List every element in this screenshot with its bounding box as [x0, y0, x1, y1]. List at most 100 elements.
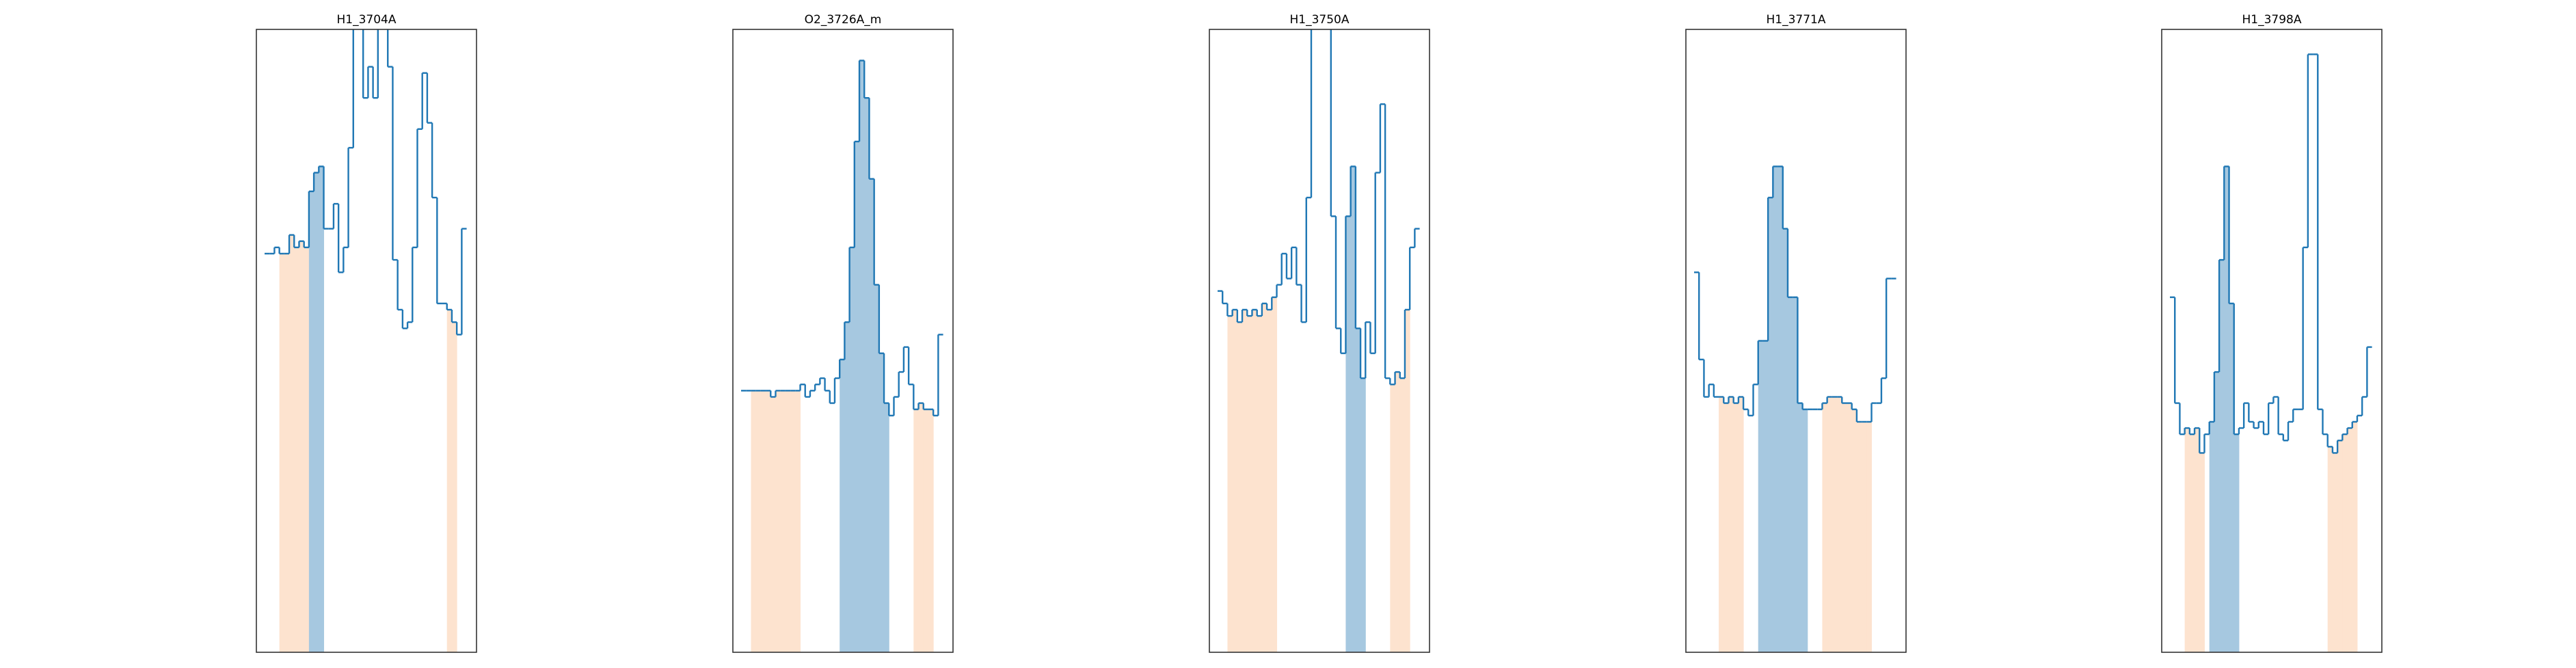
shaded-region	[1237, 322, 1243, 652]
shaded-region	[884, 403, 889, 652]
shaded-region	[849, 247, 855, 652]
shaded-region	[2224, 166, 2230, 652]
shaded-region	[1827, 397, 1833, 652]
shaded-region	[844, 322, 850, 652]
shaded-region	[2209, 421, 2215, 652]
subplot-title: H1_3798A	[2242, 13, 2302, 27]
shaded-region	[1242, 309, 1248, 652]
shaded-region	[1261, 303, 1267, 652]
shaded-region	[1733, 403, 1739, 652]
shaded-region	[2219, 260, 2225, 652]
shaded-region	[2214, 372, 2220, 652]
shaded-region	[785, 390, 791, 652]
shaded-region	[923, 409, 929, 652]
axes-frame	[1685, 29, 1907, 653]
shaded-region	[1866, 421, 1873, 652]
shaded-region	[1399, 378, 1406, 652]
shaded-region	[319, 166, 325, 652]
shaded-region	[294, 247, 299, 652]
subplot: H1_3750A	[1209, 13, 1430, 653]
shaded-region	[755, 390, 762, 652]
plot-area	[1218, 29, 1420, 652]
shaded-region	[1267, 309, 1272, 652]
axes-frame	[256, 29, 477, 653]
subplot-title: H1_3704A	[337, 13, 397, 27]
shaded-region	[760, 390, 766, 652]
shaded-region	[859, 60, 865, 652]
shaded-region	[1768, 197, 1773, 652]
shaded-region	[913, 409, 920, 652]
shaded-region	[1247, 316, 1252, 652]
shaded-region	[874, 284, 880, 652]
shaded-region	[2199, 453, 2205, 652]
shaded-region	[1851, 409, 1857, 652]
shaded-region	[918, 403, 924, 652]
shaded-region	[795, 390, 801, 652]
shaded-region	[2184, 428, 2190, 652]
shaded-region	[1832, 397, 1838, 652]
shaded-region	[878, 353, 885, 652]
shaded-region	[1797, 403, 1803, 652]
shaded-region	[2229, 303, 2235, 652]
shaded-region	[869, 178, 875, 652]
subplot-title: H1_3750A	[1290, 13, 1350, 27]
shaded-region	[1842, 403, 1847, 652]
shaded-region	[308, 191, 314, 652]
shaded-region	[1345, 216, 1352, 652]
shaded-region	[1856, 421, 1862, 652]
shaded-region	[2347, 428, 2353, 652]
shaded-region	[1837, 397, 1842, 652]
plot-area	[2170, 53, 2372, 652]
shaded-region	[770, 397, 776, 652]
shaded-region	[1773, 166, 1779, 652]
shaded-region	[1862, 421, 1867, 652]
shaded-region	[446, 309, 453, 652]
shaded-region	[299, 241, 305, 652]
shaded-region	[1782, 228, 1788, 652]
shaded-region	[1787, 297, 1793, 652]
shaded-region	[1793, 297, 1798, 652]
shaded-region	[1728, 397, 1734, 652]
shaded-region	[1227, 316, 1233, 652]
shaded-region	[1404, 309, 1410, 652]
shaded-region	[289, 235, 295, 652]
shaded-region	[1350, 166, 1356, 652]
shaded-region	[766, 390, 771, 652]
shaded-region	[854, 141, 860, 652]
plot-area	[1694, 165, 1896, 652]
shaded-region	[751, 390, 757, 652]
shaded-region	[1847, 403, 1853, 652]
axes-frame	[2161, 29, 2383, 653]
shaded-region	[780, 390, 786, 652]
shaded-region	[790, 390, 796, 652]
shaded-region	[314, 172, 319, 652]
shaded-region	[2327, 446, 2333, 652]
shaded-region	[1257, 316, 1263, 652]
shaded-region	[1777, 166, 1784, 652]
shaded-region	[1232, 309, 1238, 652]
shaded-region	[1719, 397, 1724, 652]
shaded-region	[1395, 372, 1401, 652]
shaded-region	[2342, 434, 2348, 652]
shaded-region	[1390, 384, 1396, 652]
shaded-region	[1822, 403, 1828, 652]
shaded-region	[451, 322, 457, 652]
shaded-region	[1738, 397, 1744, 652]
shaded-region	[1252, 309, 1258, 652]
shaded-region	[1802, 409, 1808, 652]
shaded-region	[2337, 440, 2343, 652]
shaded-region	[1723, 403, 1729, 652]
axes-frame	[1209, 29, 1430, 653]
shaded-region	[1762, 340, 1769, 652]
shaded-region	[304, 247, 310, 652]
shaded-region	[1355, 328, 1361, 652]
shaded-region	[1272, 297, 1278, 652]
shaded-region	[284, 253, 290, 652]
shaded-region	[2189, 434, 2195, 652]
shaded-region	[928, 409, 934, 652]
shaded-region	[2352, 421, 2358, 652]
plot-area	[265, 29, 467, 652]
shaded-region	[775, 390, 781, 652]
